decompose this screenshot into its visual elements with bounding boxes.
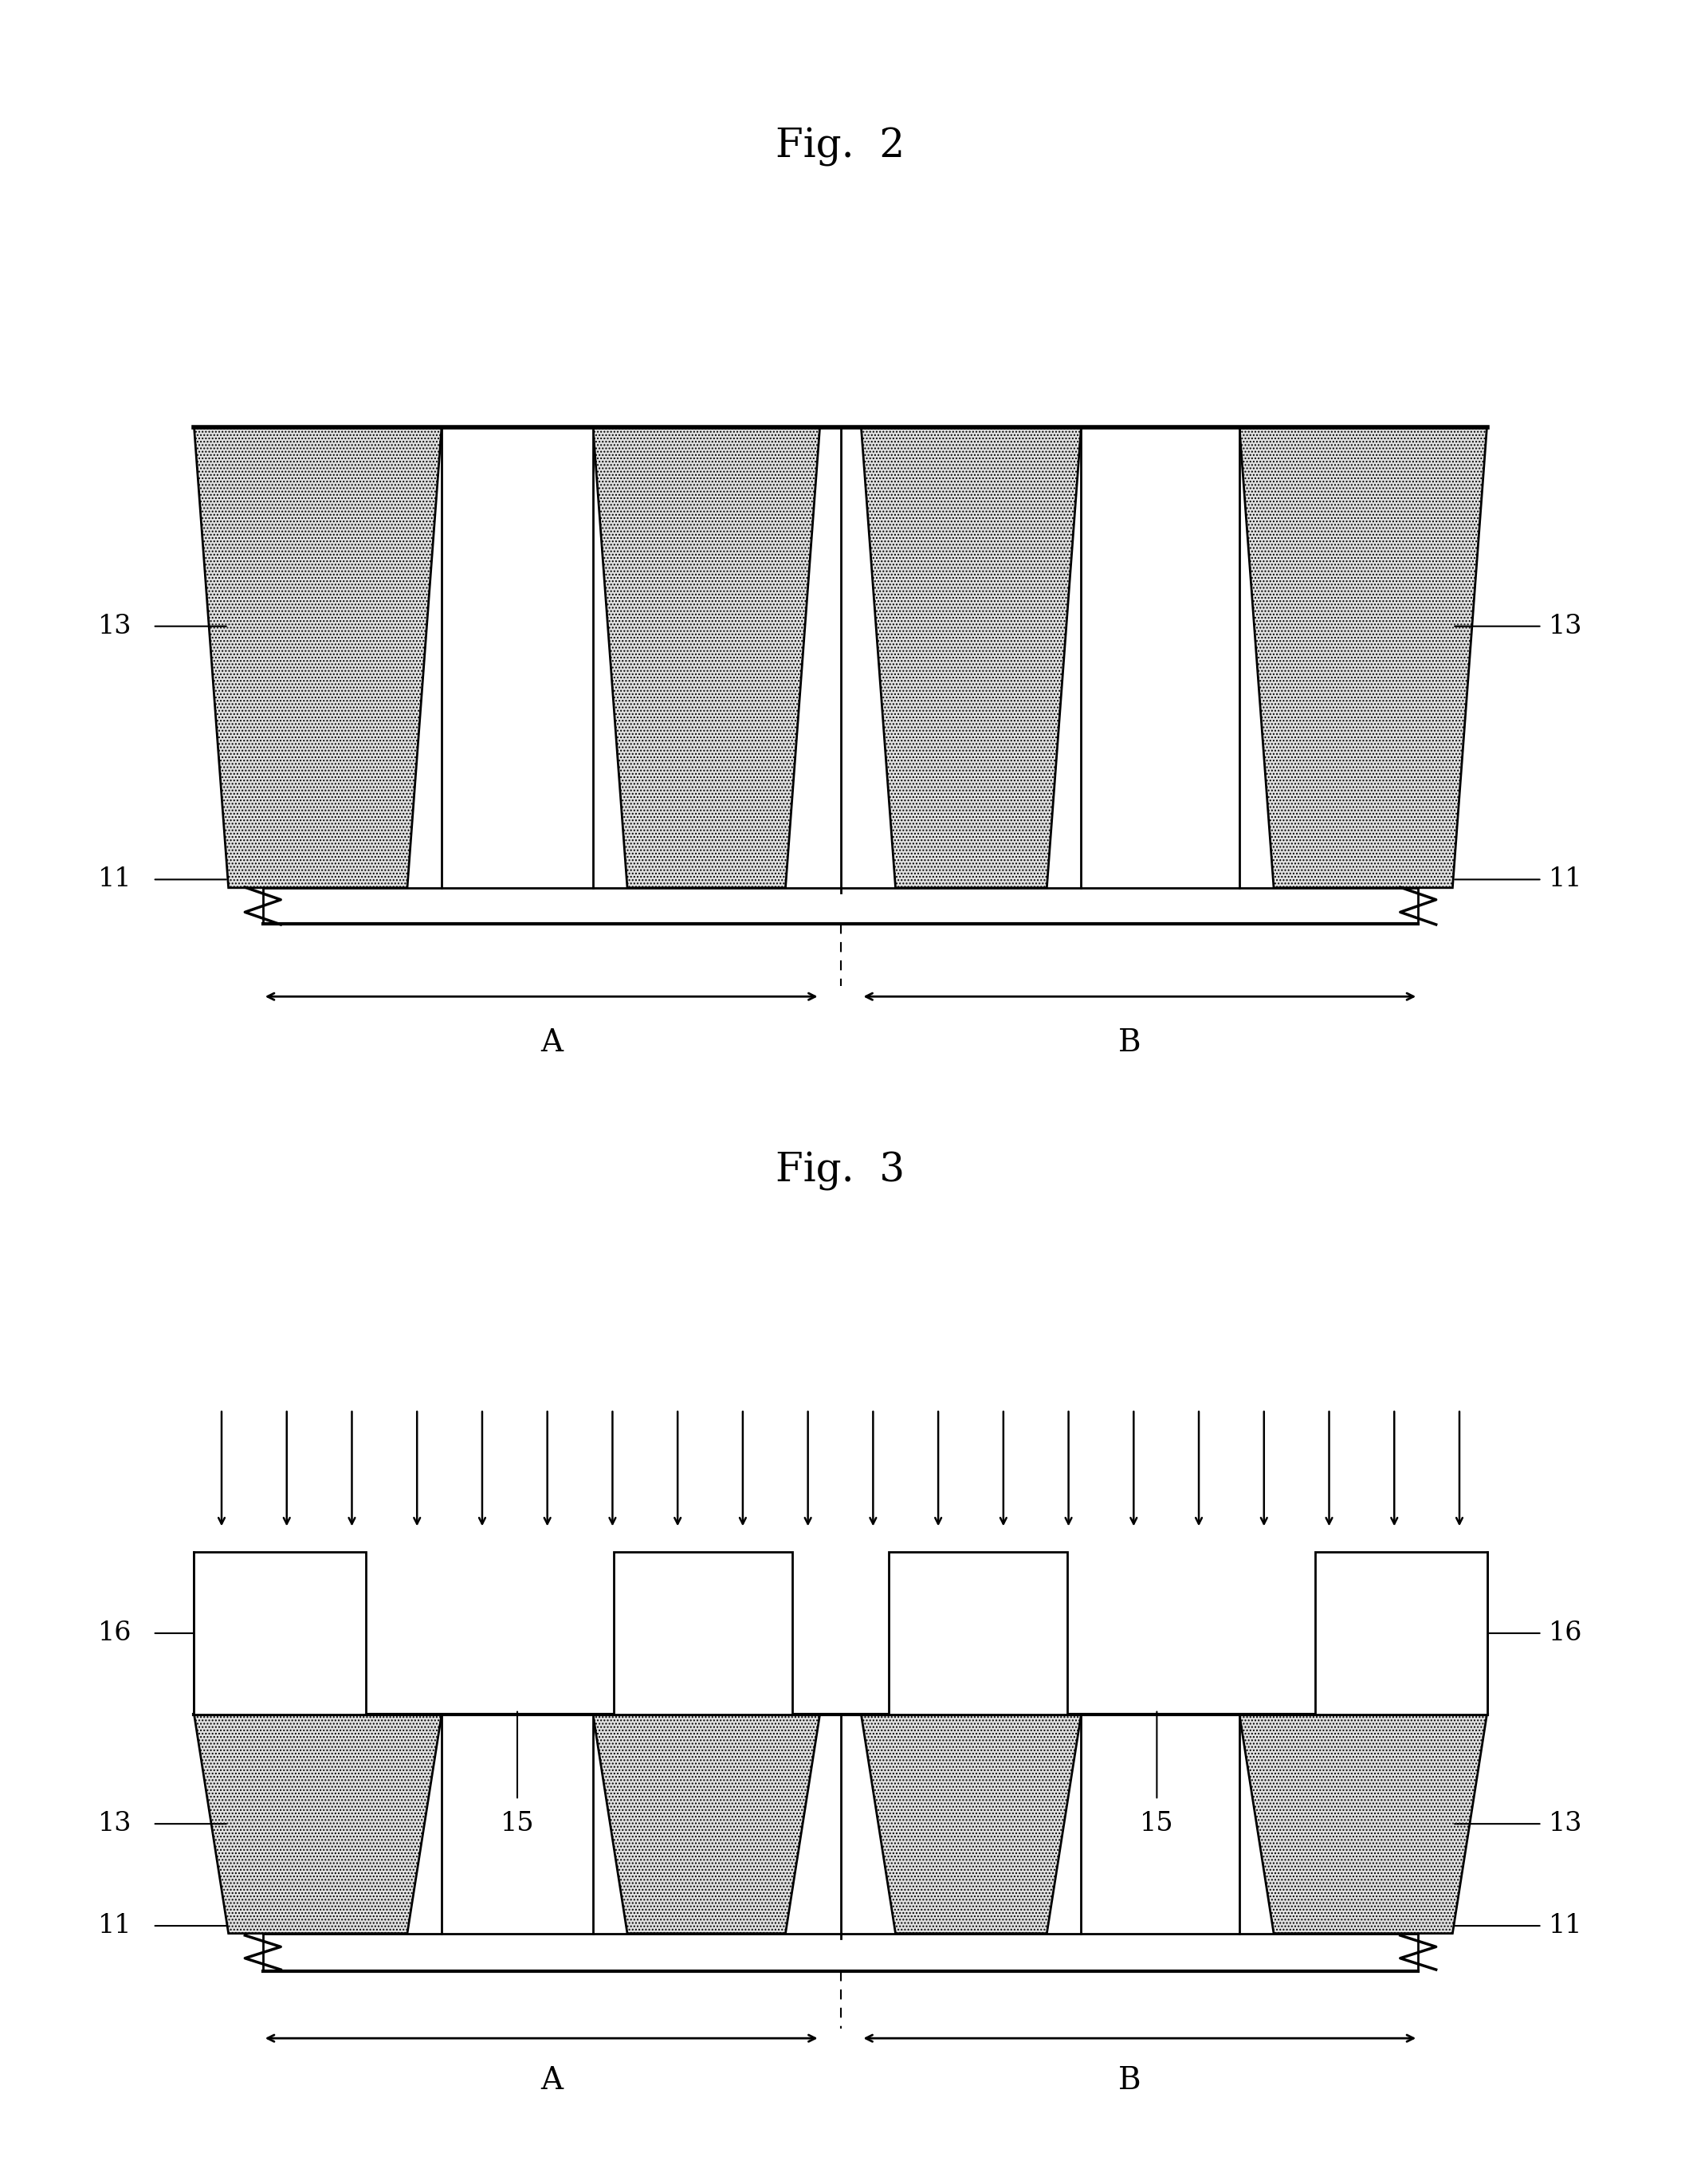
Bar [889,1553,1067,1714]
Bar [1315,1553,1488,1714]
Text: A: A [541,2066,563,2097]
Polygon shape [1239,426,1488,887]
Polygon shape [1239,1714,1488,1933]
Text: 16: 16 [1548,1621,1584,1647]
Text: Fig.  2: Fig. 2 [777,127,904,166]
Bar [614,1553,792,1714]
Text: Fig.  3: Fig. 3 [777,1151,904,1190]
Text: 16: 16 [97,1621,133,1647]
Text: 13: 13 [1548,614,1584,640]
Text: 11: 11 [1548,867,1584,893]
Bar [193,1553,366,1714]
Bar [1081,426,1239,887]
Polygon shape [193,426,442,887]
Text: 11: 11 [1548,1913,1584,1939]
Text: A: A [541,1029,563,1057]
Text: 13: 13 [1548,1811,1584,1837]
Text: B: B [1118,2066,1141,2097]
Text: 13: 13 [97,1811,133,1837]
Text: B: B [1118,1029,1141,1057]
Text: 13: 13 [97,614,133,640]
Text: 11: 11 [97,1913,133,1939]
Polygon shape [861,426,1081,887]
Polygon shape [193,1714,442,1933]
Bar [1081,1714,1239,1933]
Bar [442,426,593,887]
Polygon shape [861,1714,1081,1933]
Polygon shape [593,426,820,887]
Text: 15: 15 [1140,1811,1173,1837]
Bar [442,1714,593,1933]
Polygon shape [593,1714,820,1933]
Text: 15: 15 [501,1811,535,1837]
Text: 11: 11 [97,867,133,893]
